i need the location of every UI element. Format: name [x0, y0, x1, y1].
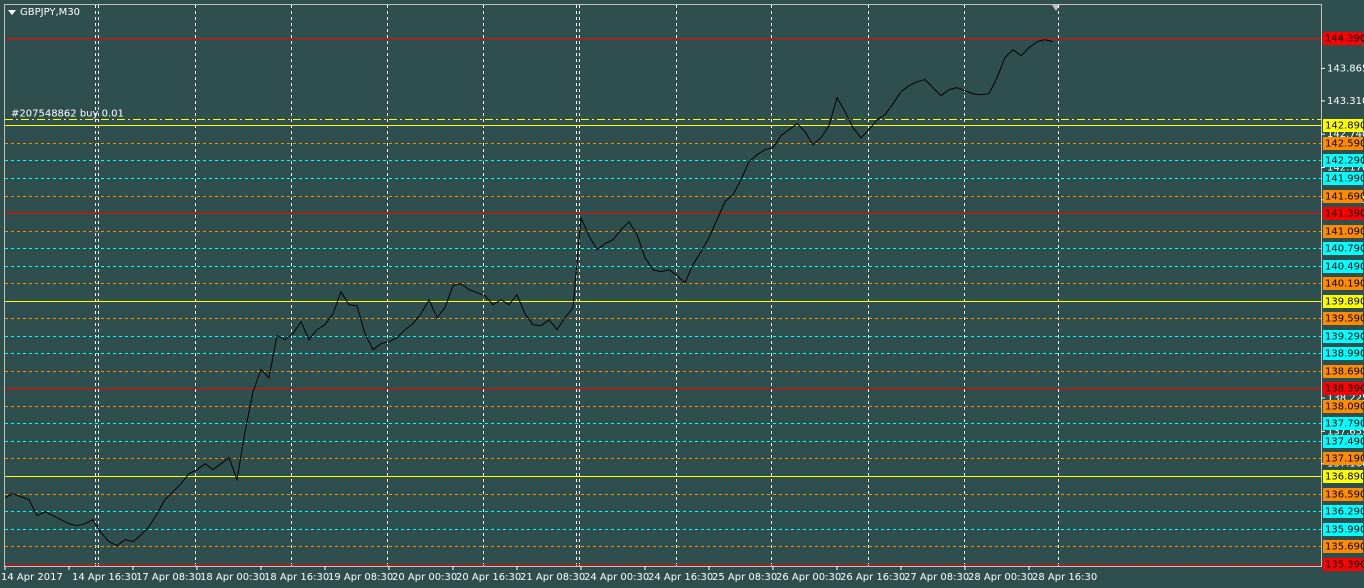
- level-label: 137.790: [1325, 419, 1364, 430]
- level-label-bg: [1323, 347, 1363, 360]
- x-tick-label: 19 Apr 08:30: [328, 572, 393, 583]
- level-label-bg: [1323, 330, 1363, 343]
- level-label: 141.690: [1325, 192, 1364, 203]
- level-label-bg: [1323, 382, 1363, 395]
- level-label-bg: [1323, 558, 1363, 571]
- x-tick-label: 24 Apr 00:30: [584, 572, 649, 583]
- x-tick-label: 18 Apr 00:30: [200, 572, 265, 583]
- x-tick-label: 28 Apr 00:30: [968, 572, 1033, 583]
- level-label-bg: [1323, 312, 1363, 325]
- x-tick-label: 25 Apr 08:30: [712, 572, 777, 583]
- chart-title: GBPJPY,M30: [20, 7, 80, 18]
- level-label-bg: [1323, 137, 1363, 150]
- x-tick-label: 20 Apr 00:30: [392, 572, 457, 583]
- level-label-bg: [1323, 119, 1363, 132]
- level-label: 137.190: [1325, 454, 1364, 465]
- level-label-bg: [1323, 417, 1363, 430]
- level-label: 140.790: [1325, 244, 1364, 255]
- level-label: 139.590: [1325, 314, 1364, 325]
- level-label: 141.990: [1325, 174, 1364, 185]
- level-label: 142.890: [1325, 121, 1364, 132]
- x-tick-label: 18 Apr 16:30: [264, 572, 329, 583]
- level-label-bg: [1323, 277, 1363, 290]
- level-label-bg: [1323, 172, 1363, 185]
- level-label-bg: [1323, 242, 1363, 255]
- level-label-bg: [1323, 400, 1363, 413]
- level-label-bg: [1323, 505, 1363, 518]
- level-label-bg: [1323, 488, 1363, 501]
- level-label-bg: [1323, 207, 1363, 220]
- level-label-bg: [1323, 435, 1363, 448]
- x-tick-label: 24 Apr 16:30: [648, 572, 713, 583]
- level-label: 138.090: [1325, 402, 1364, 413]
- level-label-bg: [1323, 365, 1363, 378]
- level-label: 138.390: [1325, 384, 1364, 395]
- level-label-bg: [1323, 523, 1363, 536]
- level-label: 139.290: [1325, 332, 1364, 343]
- level-label-bg: [1323, 154, 1363, 167]
- level-label-bg: [1323, 470, 1363, 483]
- level-label-bg: [1323, 540, 1363, 553]
- order-label: #207548862 buy 0.01: [11, 109, 124, 120]
- x-tick-label: 20 Apr 16:30: [456, 572, 521, 583]
- level-label: 138.690: [1325, 367, 1364, 378]
- level-label-bg: [1323, 260, 1363, 273]
- level-label: 138.990: [1325, 349, 1364, 360]
- y-tick-label: 143.865: [1327, 63, 1364, 74]
- price-line: [4, 39, 1054, 547]
- level-label: 144.390: [1325, 34, 1364, 45]
- x-tick-label: 17 Apr 08:30: [136, 572, 201, 583]
- level-label-bg: [1323, 225, 1363, 238]
- level-label: 141.090: [1325, 227, 1364, 238]
- level-label: 136.590: [1325, 490, 1364, 501]
- level-label: 142.290: [1325, 156, 1364, 167]
- level-label: 142.590: [1325, 139, 1364, 150]
- x-tick-label: 26 Apr 16:30: [840, 572, 905, 583]
- level-label-bg: [1323, 32, 1363, 45]
- x-tick-label: 21 Apr 08:30: [520, 572, 585, 583]
- level-label: 136.290: [1325, 507, 1364, 518]
- level-label: 140.190: [1325, 279, 1364, 290]
- x-tick-label: 14 Apr 2017: [1, 572, 63, 583]
- level-label: 135.390: [1325, 560, 1364, 571]
- x-tick-label: 26 Apr 00:30: [776, 572, 841, 583]
- x-tick-label: 27 Apr 08:30: [904, 572, 969, 583]
- level-label-bg: [1323, 190, 1363, 203]
- level-label: 139.890: [1325, 297, 1364, 308]
- level-label-bg: [1323, 295, 1363, 308]
- y-tick-label: 143.310: [1327, 96, 1364, 107]
- level-label: 135.990: [1325, 525, 1364, 536]
- y-tick-label: 138.225: [1327, 393, 1364, 404]
- y-tick-label: 137.655: [1327, 426, 1364, 437]
- x-tick-label: 14 Apr 16:30: [72, 572, 137, 583]
- level-label: 136.890: [1325, 472, 1364, 483]
- level-label: 141.390: [1325, 209, 1364, 220]
- level-label-bg: [1323, 452, 1363, 465]
- x-tick-label: 28 Apr 16:30: [1032, 572, 1097, 583]
- menu-triangle: [8, 10, 16, 15]
- y-tick-label: 142.170: [1327, 162, 1364, 173]
- y-tick-label: 142.740: [1327, 129, 1364, 140]
- plot-frame: [4, 4, 1322, 567]
- level-label: 137.490: [1325, 437, 1364, 448]
- level-label: 135.690: [1325, 542, 1364, 553]
- level-label: 140.490: [1325, 262, 1364, 273]
